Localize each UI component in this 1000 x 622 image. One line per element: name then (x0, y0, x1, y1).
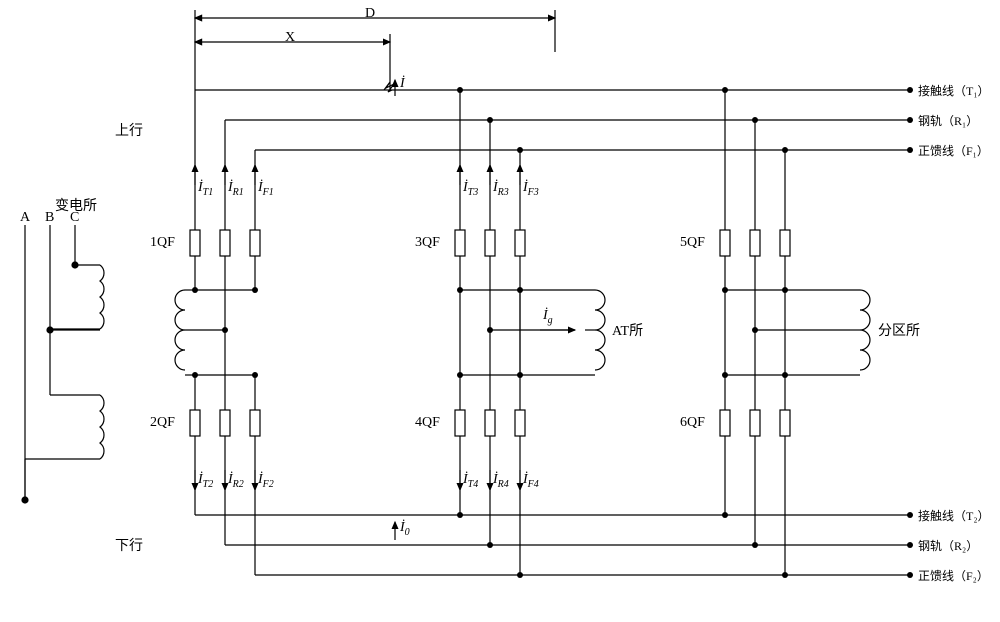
nodes (192, 87, 913, 578)
label-F1: 正馈线（F₁） (918, 142, 989, 159)
Ig: İg (543, 308, 553, 326)
IT4: İT4 (463, 472, 478, 490)
station2-feeders (455, 90, 605, 575)
IF3: İF3 (523, 180, 539, 198)
circuit-diagram (0, 0, 1000, 622)
IR4: İR4 (493, 472, 509, 490)
label-up: 上行 (115, 120, 143, 140)
dimensions (195, 10, 555, 90)
station1-feeders (175, 90, 260, 575)
label-down: 下行 (115, 535, 143, 555)
IF4: İF4 (523, 472, 539, 490)
station3-feeders (720, 90, 870, 575)
I0: İ0 (400, 520, 410, 538)
label-R1: 钢轨（R₁） (918, 112, 978, 129)
dim-D: D (365, 6, 375, 22)
section-post: 分区所 (878, 320, 920, 340)
IR2: İR2 (228, 472, 244, 490)
substation (22, 225, 104, 503)
breaker-3QF: 3QF (415, 235, 440, 251)
IR1: İR1 (228, 180, 244, 198)
breaker-6QF: 6QF (680, 415, 705, 431)
IF2: İF2 (258, 472, 274, 490)
upper-rails (195, 90, 910, 150)
at-station: AT所 (612, 320, 643, 340)
label-R2: 钢轨（R₂） (918, 537, 978, 554)
breaker-1QF: 1QF (150, 235, 175, 251)
phase-B: B (45, 210, 54, 226)
I-fault: İ (400, 76, 405, 92)
lower-rails (195, 515, 910, 575)
IT2: İT2 (198, 472, 213, 490)
breaker-4QF: 4QF (415, 415, 440, 431)
label-F2: 正馈线（F₂） (918, 567, 989, 584)
label-T1: 接触线（T₁） (918, 82, 990, 99)
IF1: İF1 (258, 180, 274, 198)
dim-X: X (285, 30, 295, 46)
breaker-5QF: 5QF (680, 235, 705, 251)
IR3: İR3 (493, 180, 509, 198)
label-T2: 接触线（T₂） (918, 507, 990, 524)
phase-A: A (20, 210, 30, 226)
phase-C: C (70, 210, 79, 226)
breaker-2QF: 2QF (150, 415, 175, 431)
IT3: İT3 (463, 180, 478, 198)
IT1: İT1 (198, 180, 213, 198)
